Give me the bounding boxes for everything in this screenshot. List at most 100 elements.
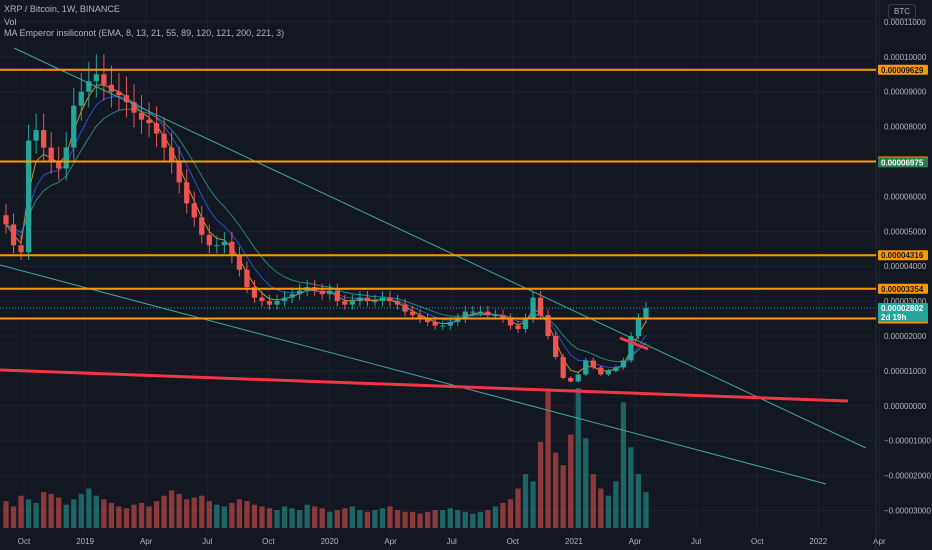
x-tick-label: Oct <box>507 537 520 546</box>
candle-body <box>101 74 107 85</box>
volume-bar <box>93 495 99 528</box>
candle-body <box>447 322 453 326</box>
candle-body <box>349 301 355 305</box>
volume-bar <box>379 508 386 528</box>
candle-body <box>116 91 122 96</box>
countdown-label: 2d 19h <box>881 313 906 322</box>
price-tag-label: 0.00002802 <box>881 304 924 313</box>
volume-bar <box>304 504 310 528</box>
candle-body <box>530 297 536 319</box>
x-tick-label: Oct <box>751 537 764 546</box>
volume-bar <box>485 510 491 528</box>
volume-bar <box>123 508 130 528</box>
candle-body <box>643 308 649 319</box>
level-price-label: 0.00004316 <box>881 251 924 260</box>
level-price-tag <box>878 250 928 261</box>
volume-bar <box>25 499 32 528</box>
volume-bar <box>598 488 604 528</box>
volume-bar <box>78 493 84 528</box>
channel-line-lower <box>0 264 827 485</box>
currency-badge[interactable]: BTC <box>888 4 916 19</box>
candle-body <box>78 91 84 106</box>
volume-bar <box>101 499 107 528</box>
candle-body <box>266 301 273 305</box>
volume-bar <box>364 511 371 528</box>
ma-legend[interactable]: MA Emperor insiliconot (EMA, 8, 13, 21, … <box>4 28 285 38</box>
volume-legend[interactable]: Vol <box>4 17 17 27</box>
level-price-label: 0.00003354 <box>881 285 924 294</box>
volume-bar <box>244 501 250 528</box>
candle-body <box>184 182 190 204</box>
candle-body <box>153 123 160 134</box>
volume-bar <box>56 497 62 528</box>
candle-body <box>515 325 521 330</box>
candle-body <box>176 161 182 183</box>
volume-bar <box>462 511 468 528</box>
volume-bar <box>553 452 559 528</box>
candle-body <box>500 315 506 319</box>
channel-line-upper <box>13 47 867 449</box>
volume-bar <box>387 506 393 528</box>
candle-body <box>462 311 468 319</box>
volume-bar <box>628 447 634 528</box>
x-tick-label: 2021 <box>565 537 583 546</box>
volume-bar <box>71 499 77 528</box>
volume-bar <box>507 499 514 528</box>
candle-body <box>507 318 514 326</box>
candle-body <box>394 301 401 305</box>
candle-body <box>10 224 17 246</box>
candle-body <box>492 315 499 317</box>
candle-body <box>613 367 619 371</box>
candle-body <box>522 318 529 330</box>
short-trendline <box>619 336 649 351</box>
x-tick-label: 2020 <box>321 537 339 546</box>
volume-bar <box>161 495 167 528</box>
y-tick-label: 0.00000000 <box>884 402 927 411</box>
y-tick-label: −0.00001000 <box>884 437 931 446</box>
candle-body <box>334 290 340 302</box>
candle-body <box>93 74 99 82</box>
price-tag <box>878 303 928 323</box>
volume-bar <box>537 441 544 528</box>
candle-body <box>590 360 596 368</box>
volume-bar <box>327 511 333 528</box>
candle-body <box>146 119 152 124</box>
candle-body <box>289 294 295 298</box>
candle-body <box>206 234 212 246</box>
volume-bar <box>409 511 416 528</box>
volume-bar <box>3 501 9 528</box>
candle-body <box>25 140 32 253</box>
candle-body <box>605 370 611 375</box>
candle-body <box>372 301 378 303</box>
volume-bar <box>18 495 24 528</box>
volume-bar <box>86 488 92 528</box>
price-tag-label: 0.00006975 <box>881 158 924 167</box>
volume-bar <box>297 510 303 528</box>
symbol-legend[interactable]: XRP / Bitcoin, 1W, BINANCE <box>4 4 120 14</box>
candle-body <box>409 311 416 316</box>
candle-body <box>221 241 227 246</box>
volume-bar <box>63 504 69 528</box>
candle-body <box>568 377 574 382</box>
x-tick-label: Oct <box>262 537 275 546</box>
candle-body <box>598 367 604 375</box>
volume-bar <box>229 502 235 528</box>
support-trendline <box>0 368 849 403</box>
x-tick-label: Apr <box>873 537 886 546</box>
candle-body <box>635 318 642 337</box>
volume-bar <box>605 495 611 528</box>
candle-body <box>71 105 77 148</box>
y-tick-label: 0.00010000 <box>884 53 927 62</box>
volume-bar <box>613 481 619 528</box>
y-tick-label: −0.00002000 <box>884 472 931 481</box>
candle-body <box>169 147 175 162</box>
volume-bar <box>440 510 446 528</box>
level-price-tag <box>878 283 928 294</box>
candle-body <box>470 311 476 313</box>
volume-bar <box>334 510 340 528</box>
y-tick-label: 0.00006000 <box>884 192 927 201</box>
volume-bar <box>281 506 288 528</box>
volume-bar <box>560 465 566 528</box>
x-tick-label: Apr <box>140 537 153 546</box>
